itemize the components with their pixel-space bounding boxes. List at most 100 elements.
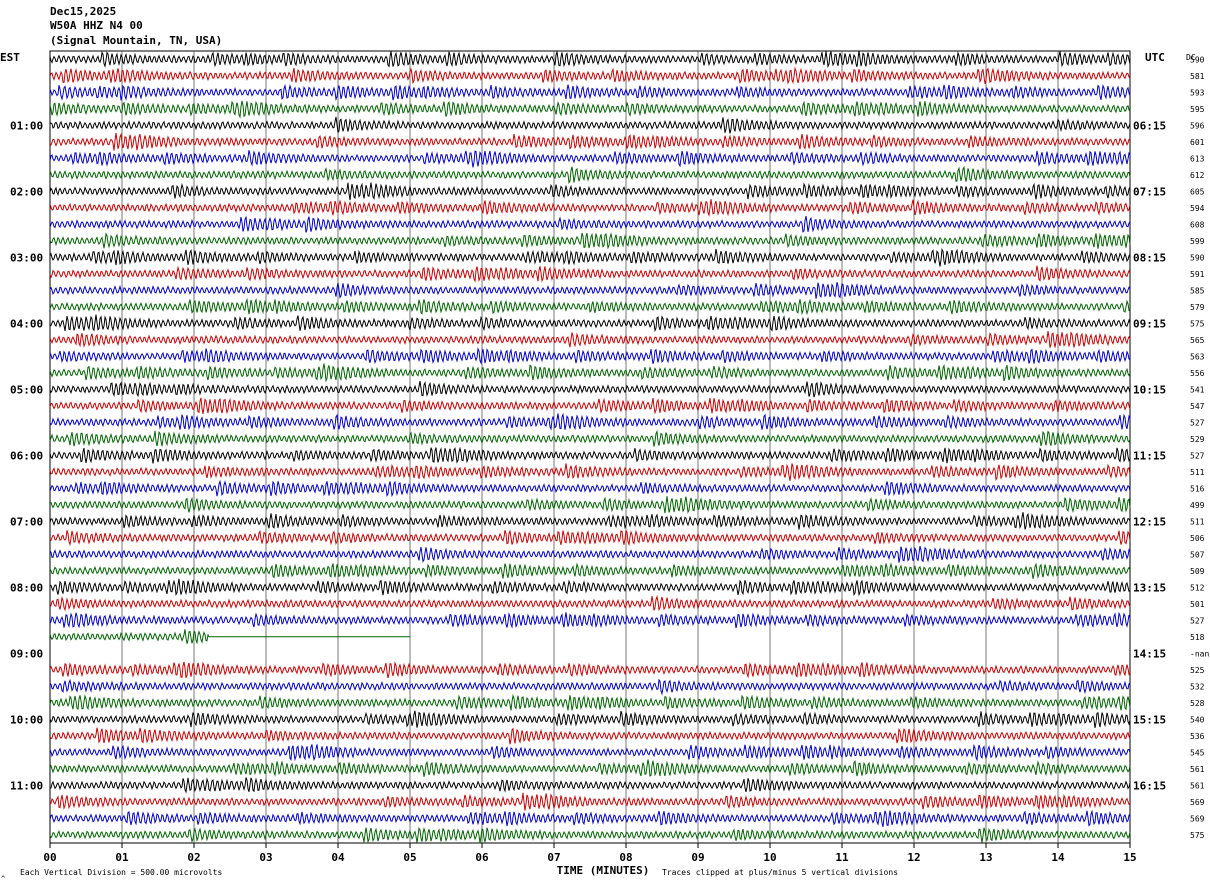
- trace-line: [49, 710, 1131, 729]
- dc-offset-label: 516: [1190, 484, 1205, 493]
- dc-offset-label: 541: [1190, 385, 1205, 394]
- dc-offset-label: 579: [1190, 303, 1205, 312]
- trace-line: [49, 182, 1131, 201]
- dc-offset-label: 561: [1190, 781, 1205, 790]
- header-station: W50A HHZ N4 00: [50, 19, 143, 32]
- x-tick-label: 15: [1123, 851, 1136, 864]
- trace-line: [49, 331, 1131, 348]
- trace-line: [49, 826, 1131, 844]
- trace-line: [49, 116, 1131, 134]
- trace-line: [49, 809, 1131, 827]
- dc-offset-label: 527: [1190, 616, 1205, 625]
- trace-line: [49, 777, 1131, 794]
- est-hour-label: 07:00: [10, 515, 43, 528]
- dc-offset-label: 561: [1190, 765, 1205, 774]
- trace-line: [49, 693, 1131, 711]
- dc-offset-label: 569: [1190, 814, 1205, 823]
- dc-offset-label: 525: [1190, 666, 1205, 675]
- dc-offset-label: 575: [1190, 319, 1205, 328]
- trace-line: [49, 629, 410, 645]
- trace-line: [49, 562, 1131, 579]
- x-tick-label: 14: [1051, 851, 1065, 864]
- trace-line: [49, 743, 1131, 762]
- dc-header-label: DC: [1186, 53, 1196, 62]
- trace-line: [49, 446, 1131, 464]
- trace-line: [49, 132, 1131, 151]
- dc-offset-label: 556: [1190, 369, 1205, 378]
- dc-offset-label: 591: [1190, 270, 1205, 279]
- x-tick-label: 09: [691, 851, 704, 864]
- utc-hour-label: 06:15: [1133, 119, 1166, 132]
- utc-hour-label: 10:15: [1133, 383, 1166, 396]
- dc-offset-label: 596: [1190, 121, 1205, 130]
- dc-offset-label: 518: [1190, 633, 1205, 642]
- utc-hour-label: 13:15: [1133, 581, 1166, 594]
- utc-hour-label: 12:15: [1133, 515, 1166, 528]
- x-tick-label: 01: [115, 851, 129, 864]
- x-tick-label: 00: [43, 851, 56, 864]
- est-hour-label: 06:00: [10, 449, 43, 462]
- dc-offset-label: 540: [1190, 715, 1205, 724]
- trace-line: [49, 759, 1131, 777]
- trace-line: [49, 363, 1131, 383]
- corner-mark: ^: [1, 875, 5, 883]
- trace-line: [49, 678, 1131, 696]
- dc-offset-label: 527: [1190, 418, 1205, 427]
- dc-offset-label: 590: [1190, 55, 1205, 64]
- trace-line: [49, 247, 1131, 267]
- utc-hour-label: 11:15: [1133, 449, 1166, 462]
- dc-offset-label: 594: [1190, 204, 1205, 213]
- dc-offset-label: 527: [1190, 451, 1205, 460]
- trace-line: [49, 199, 1131, 218]
- est-hour-label: 08:00: [10, 581, 43, 594]
- trace-line: [49, 282, 1131, 299]
- trace-line: [49, 611, 1131, 629]
- trace-line: [49, 529, 1131, 547]
- trace-line: [49, 412, 1131, 431]
- dc-offset-label: 511: [1190, 468, 1205, 477]
- dc-offset-label: 585: [1190, 286, 1205, 295]
- x-tick-label: 12: [907, 851, 920, 864]
- est-hour-label: 04:00: [10, 317, 43, 330]
- dc-offset-label: 601: [1190, 138, 1205, 147]
- est-hour-label: 03:00: [10, 251, 43, 264]
- x-tick-label: 03: [259, 851, 272, 864]
- scale-note: Each Vertical Division = 500.00 microvol…: [20, 868, 222, 877]
- dc-offset-label: 608: [1190, 220, 1205, 229]
- dc-offset-label: 612: [1190, 171, 1205, 180]
- dc-offset-label: 512: [1190, 583, 1205, 592]
- dc-offset-label: 501: [1190, 600, 1205, 609]
- trace-line: [49, 297, 1131, 316]
- trace-line: [49, 727, 1131, 745]
- trace-line: [49, 512, 1131, 530]
- clip-note: Traces clipped at plus/minus 5 vertical …: [662, 868, 898, 877]
- dc-offset-label: 507: [1190, 550, 1205, 559]
- dc-offset-label: 506: [1190, 534, 1205, 543]
- x-tick-label: 08: [619, 851, 632, 864]
- trace-line: [49, 50, 1131, 69]
- x-tick-label: 06: [475, 851, 489, 864]
- trace-line: [49, 578, 1131, 597]
- est-hour-label: 05:00: [10, 383, 43, 396]
- trace-line: [49, 661, 1131, 679]
- dc-offset-label: 613: [1190, 154, 1205, 163]
- plot-grid: [49, 50, 1131, 848]
- plot-frame: [49, 50, 1131, 844]
- dc-offset-label: 511: [1190, 517, 1205, 526]
- trace-line: [49, 83, 1131, 102]
- est-hour-label: 09:00: [10, 647, 43, 660]
- trace-line: [49, 215, 1131, 233]
- utc-hour-label: 16:15: [1133, 779, 1166, 792]
- x-tick-label: 13: [979, 851, 992, 864]
- dc-offset-label: 536: [1190, 732, 1205, 741]
- x-tick-label: 04: [331, 851, 345, 864]
- dc-offset-label: -nan: [1190, 649, 1209, 658]
- dc-offset-label: 590: [1190, 253, 1205, 262]
- trace-line: [49, 380, 1131, 398]
- trace-line: [49, 150, 1131, 168]
- header-date: Dec15,2025: [50, 5, 117, 18]
- x-tick-label: 02: [187, 851, 200, 864]
- dc-offset-label: 581: [1190, 72, 1205, 81]
- trace-line: [49, 594, 1131, 612]
